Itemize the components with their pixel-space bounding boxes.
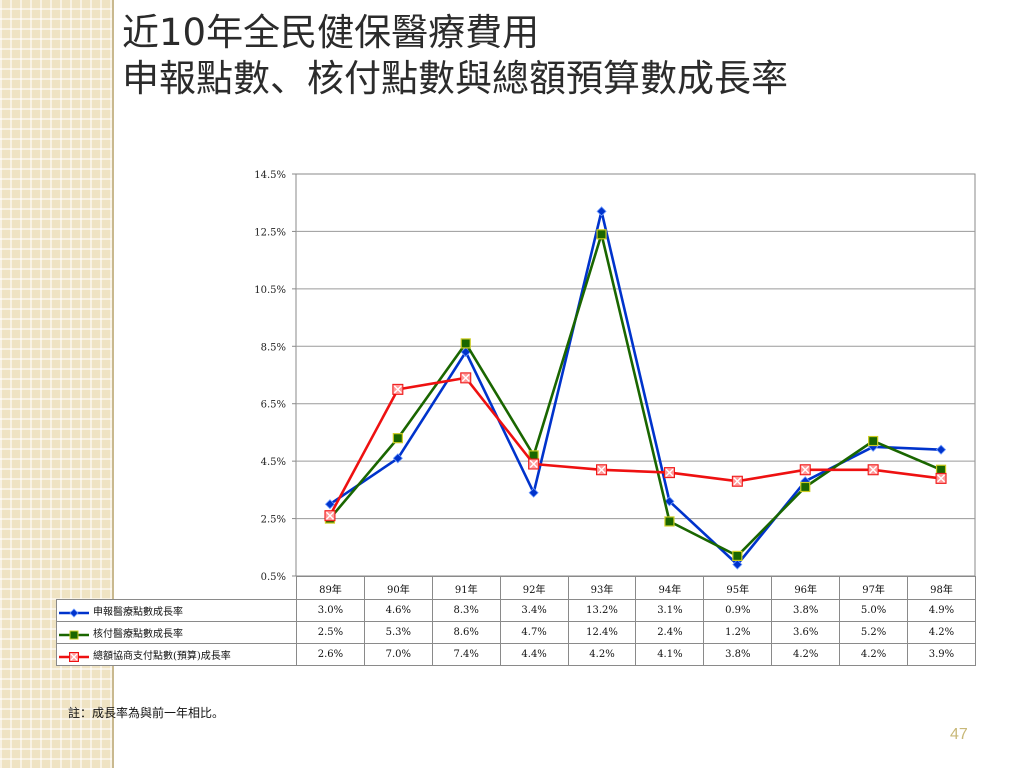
data-value-cell: 7.0% bbox=[363, 643, 433, 666]
data-value-cell: 8.3% bbox=[431, 599, 501, 622]
series-1-point bbox=[596, 206, 607, 217]
data-value-cell: 4.6% bbox=[363, 599, 433, 622]
y-tick-label: 8.5% bbox=[261, 342, 286, 353]
y-tick-label: 4.5% bbox=[261, 457, 286, 468]
data-value-cell: 5.2% bbox=[839, 621, 909, 644]
series-3-point-cross bbox=[461, 373, 470, 382]
legend-key-1 bbox=[59, 607, 89, 618]
series-2-point bbox=[596, 229, 607, 240]
series-3-point-cross bbox=[325, 511, 334, 520]
category-label: 91年 bbox=[431, 576, 501, 600]
legend-key-3 bbox=[59, 651, 89, 662]
page-number: 47 bbox=[950, 726, 968, 743]
category-label: 94年 bbox=[635, 576, 705, 600]
y-tick-label: 12.5% bbox=[254, 227, 286, 238]
data-value-cell: 4.2% bbox=[907, 621, 976, 644]
category-label: 96年 bbox=[771, 576, 841, 600]
series-2-point bbox=[868, 435, 879, 447]
series-3-point-cross bbox=[869, 465, 878, 474]
series-name: 總額協商支付點數(預算)成長率 bbox=[93, 651, 231, 662]
series-2-point bbox=[800, 481, 811, 493]
category-label: 95年 bbox=[703, 576, 773, 600]
slide-title: 近10年全民健保醫療費用 申報點數、核付點數與總額預算數成長率 bbox=[122, 10, 788, 102]
data-table-header-row: 89年 90年 91年 92年 93年 94年 95年 96年 97年 98年 bbox=[56, 576, 976, 600]
data-table-corner bbox=[56, 576, 297, 600]
data-value-cell: 4.7% bbox=[499, 621, 569, 644]
series-legend-cell: 總額協商支付點數(預算)成長率 bbox=[56, 643, 297, 666]
data-table-row: 核付醫療點數成長率 2.5% 5.3% 8.6% 4.7% 12.4% 2.4% 1.2% 3.… bbox=[56, 621, 976, 644]
y-tick-label: 14.5% bbox=[254, 170, 286, 181]
footnote: 註：成長率為與前一年相比。 bbox=[68, 706, 225, 720]
data-value-cell: 13.2% bbox=[567, 599, 637, 622]
series-3-point-cross bbox=[393, 385, 402, 394]
data-value-cell: 7.4% bbox=[431, 643, 501, 666]
data-value-cell: 3.4% bbox=[499, 599, 569, 622]
decorative-side-strip bbox=[0, 0, 114, 768]
title-line-1: 近10年全民健保醫療費用 bbox=[122, 11, 540, 54]
data-value-cell: 3.1% bbox=[635, 599, 705, 622]
y-tick-label: 10.5% bbox=[254, 285, 286, 296]
data-value-cell: 12.4% bbox=[567, 621, 637, 644]
category-label: 97年 bbox=[839, 576, 909, 600]
data-value-cell: 3.6% bbox=[771, 621, 841, 644]
series-line-3 bbox=[328, 376, 942, 517]
series-3-point-cross bbox=[529, 460, 538, 469]
category-label: 93年 bbox=[567, 576, 637, 600]
series-name: 核付醫療點數成長率 bbox=[93, 629, 183, 640]
series-3-point-cross bbox=[597, 465, 606, 474]
data-value-cell: 8.6% bbox=[431, 621, 501, 644]
category-label: 92年 bbox=[499, 576, 569, 600]
series-3-point-cross bbox=[733, 477, 742, 486]
line-chart: 0.5%2.5%4.5%6.5%8.5%10.5%12.5%14.5% bbox=[254, 170, 976, 583]
data-value-cell: 4.9% bbox=[907, 599, 976, 622]
data-value-cell: 5.3% bbox=[363, 621, 433, 644]
series-2-point bbox=[460, 338, 471, 349]
data-value-cell: 4.2% bbox=[567, 643, 637, 666]
series-name: 申報醫療點數成長率 bbox=[93, 607, 183, 618]
series-1-point bbox=[935, 444, 947, 455]
chart-data-table: 89年 90年 91年 92年 93年 94年 95年 96年 97年 98年 申報醫療點數成長率… bbox=[56, 576, 976, 666]
data-value-cell: 4.2% bbox=[771, 643, 841, 666]
data-value-cell: 3.8% bbox=[703, 643, 773, 666]
data-value-cell: 4.2% bbox=[839, 643, 909, 666]
data-value-cell: 2.6% bbox=[296, 643, 365, 666]
y-tick-label: 6.5% bbox=[261, 400, 286, 411]
series-1-point bbox=[392, 453, 403, 464]
series-legend-cell: 申報醫療點數成長率 bbox=[56, 599, 297, 622]
title-line-2: 申報點數、核付點數與總額預算數成長率 bbox=[122, 57, 788, 100]
data-value-cell: 3.9% bbox=[907, 643, 976, 666]
data-value-cell: 4.4% bbox=[499, 643, 569, 666]
y-tick-label: 2.5% bbox=[261, 515, 286, 526]
series-1-point bbox=[664, 496, 675, 507]
data-table-row: 申報醫療點數成長率 3.0% 4.6% 8.3% 3.4% 13.2% 3.1% 0.9% 3.… bbox=[56, 599, 976, 622]
series-2-point bbox=[664, 516, 675, 527]
series-2-point bbox=[392, 433, 403, 444]
series-3-point-cross bbox=[665, 468, 674, 477]
data-value-cell: 2.5% bbox=[296, 621, 365, 644]
category-label: 98年 bbox=[907, 576, 976, 600]
series-1-point bbox=[324, 499, 336, 510]
series-3-point-cross bbox=[801, 465, 810, 474]
series-line-2 bbox=[328, 233, 942, 558]
data-value-cell: 3.0% bbox=[296, 599, 365, 622]
data-value-cell: 4.1% bbox=[635, 643, 705, 666]
series-1-point bbox=[732, 559, 743, 570]
category-label: 90年 bbox=[363, 576, 433, 600]
legend-key-2 bbox=[59, 630, 89, 640]
series-legend-cell: 核付醫療點數成長率 bbox=[56, 621, 297, 644]
data-value-cell: 1.2% bbox=[703, 621, 773, 644]
series-3-point-cross bbox=[937, 474, 946, 483]
data-value-cell: 5.0% bbox=[839, 599, 909, 622]
category-label: 89年 bbox=[296, 576, 365, 600]
series-2-point bbox=[732, 550, 743, 562]
data-value-cell: 2.4% bbox=[635, 621, 705, 644]
data-value-cell: 3.8% bbox=[771, 599, 841, 622]
data-table-row: 總額協商支付點數(預算)成長率 2.6% 7.0% 7.4% 4.4% 4.2% 4.1% 3… bbox=[56, 643, 976, 666]
data-value-cell: 0.9% bbox=[703, 599, 773, 622]
series-1-point bbox=[528, 487, 539, 498]
